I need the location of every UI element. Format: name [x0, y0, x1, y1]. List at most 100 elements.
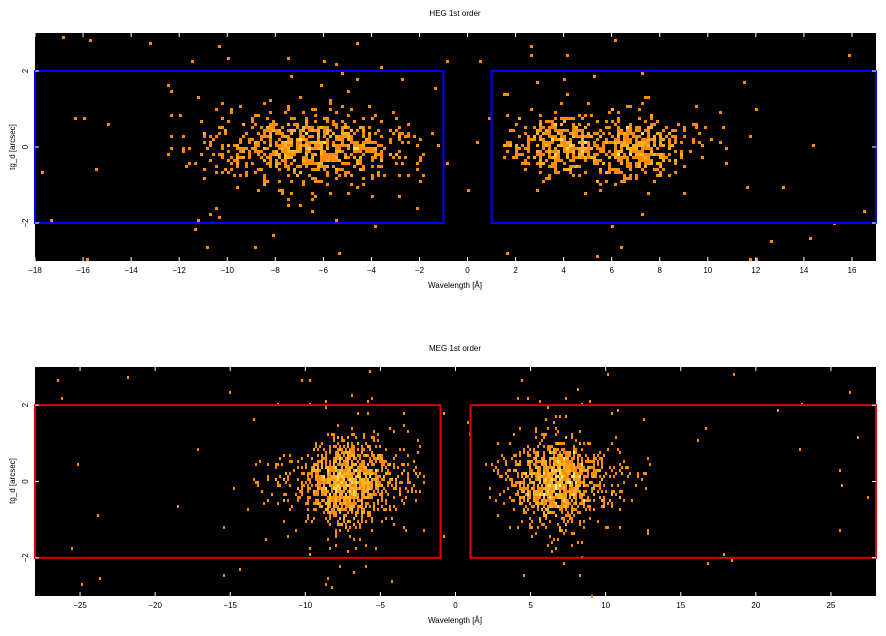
- heatmap-cell: [557, 150, 560, 153]
- heatmap-cell: [519, 484, 521, 487]
- heatmap-cell: [357, 520, 359, 523]
- heatmap-cell: [351, 448, 353, 451]
- heatmap-cell: [579, 502, 581, 505]
- heatmap-cell: [365, 150, 368, 153]
- heatmap-cell: [269, 153, 272, 156]
- heatmap-cell: [263, 147, 266, 150]
- heatmap-cell: [327, 538, 329, 541]
- heatmap-cell: [293, 153, 296, 156]
- heatmap-cell: [371, 141, 374, 144]
- heatmap-cell: [177, 505, 179, 508]
- heatmap-cell: [513, 508, 515, 511]
- heatmap-cell: [551, 466, 553, 469]
- heatmap-cell: [259, 460, 261, 463]
- heatmap-cell: [565, 505, 567, 508]
- heatmap-cell: [545, 120, 548, 123]
- heatmap-cell: [373, 493, 375, 496]
- heatmap-cell: [341, 150, 344, 153]
- heatmap-cell: [373, 454, 375, 457]
- heatmap-cell: [335, 535, 337, 538]
- heatmap-cell: [317, 481, 319, 484]
- y-tick-label: 0: [21, 144, 30, 149]
- heatmap-cell: [683, 129, 686, 132]
- meg-y-axis-ticks: −202: [21, 402, 876, 562]
- heatmap-cell: [380, 144, 383, 147]
- heatmap-cell: [531, 469, 533, 472]
- heatmap-cell: [290, 117, 293, 120]
- heatmap-cell: [573, 466, 575, 469]
- heatmap-cell: [331, 475, 333, 478]
- heatmap-cell: [503, 93, 506, 96]
- heatmap-cell: [361, 493, 363, 496]
- heatmap-cell: [349, 454, 351, 457]
- heatmap-cell: [367, 511, 369, 514]
- heatmap-cell: [365, 138, 368, 141]
- heatmap-cell: [629, 153, 632, 156]
- heatmap-cell: [251, 117, 254, 120]
- heatmap-cell: [381, 466, 383, 469]
- heatmap-cell: [509, 141, 512, 144]
- heatmap-cell: [542, 138, 545, 141]
- heatmap-cell: [518, 117, 521, 120]
- heatmap-cell: [349, 472, 351, 475]
- heatmap-cell: [329, 472, 331, 475]
- heatmap-cell: [656, 168, 659, 171]
- heatmap-cell: [341, 138, 344, 141]
- heatmap-cell: [585, 508, 587, 511]
- heatmap-cell: [567, 505, 569, 508]
- heatmap-cell: [584, 171, 587, 174]
- heatmap-cell: [399, 481, 401, 484]
- heatmap-cell: [539, 490, 541, 493]
- heatmap-cell: [539, 481, 541, 484]
- heatmap-cell: [263, 180, 266, 183]
- heatmap-cell: [337, 496, 339, 499]
- heatmap-cell: [603, 502, 605, 505]
- heatmap-cell: [314, 141, 317, 144]
- heatmap-cell: [519, 496, 521, 499]
- heatmap-cell: [561, 502, 563, 505]
- heatmap-cell: [279, 484, 281, 487]
- heatmap-cell: [373, 490, 375, 493]
- heatmap-cell: [665, 156, 668, 159]
- heatmap-cell: [602, 132, 605, 135]
- heatmap-cell: [299, 204, 302, 207]
- heatmap-cell: [539, 472, 541, 475]
- heatmap-cell: [254, 114, 257, 117]
- heatmap-cell: [297, 460, 299, 463]
- heatmap-cell: [349, 502, 351, 505]
- heatmap-cell: [387, 493, 389, 496]
- heatmap-cell: [313, 469, 315, 472]
- heatmap-cell: [653, 153, 656, 156]
- heatmap-cell: [377, 508, 379, 511]
- heatmap-cell: [218, 132, 221, 135]
- heatmap-cell: [353, 144, 356, 147]
- heatmap-cell: [567, 460, 569, 463]
- heatmap-cell: [347, 90, 350, 93]
- heatmap-cell: [320, 150, 323, 153]
- heatmap-cell: [337, 478, 339, 481]
- heatmap-cell: [305, 159, 308, 162]
- heatmap-cell: [525, 505, 527, 508]
- heatmap-cell: [731, 559, 733, 562]
- heatmap-cell: [555, 442, 557, 445]
- heatmap-cell: [278, 138, 281, 141]
- heatmap-cell: [323, 457, 325, 460]
- heatmap-cell: [323, 475, 325, 478]
- heatmap-cell: [361, 502, 363, 505]
- heatmap-cell: [343, 490, 345, 493]
- heatmap-cell: [381, 460, 383, 463]
- heatmap-cell: [344, 126, 347, 129]
- heatmap-cell: [380, 159, 383, 162]
- heatmap-cell: [320, 147, 323, 150]
- heatmap-cell: [363, 454, 365, 457]
- heatmap-cell: [278, 153, 281, 156]
- heatmap-cell: [591, 490, 593, 493]
- heatmap-cell: [383, 508, 385, 511]
- heatmap-cell: [266, 147, 269, 150]
- heatmap-cell: [555, 481, 557, 484]
- heatmap-cell: [548, 126, 551, 129]
- heatmap-cell: [233, 487, 235, 490]
- heatmap-cell: [407, 481, 409, 484]
- heatmap-cell: [404, 135, 407, 138]
- heatmap-cell: [489, 487, 491, 490]
